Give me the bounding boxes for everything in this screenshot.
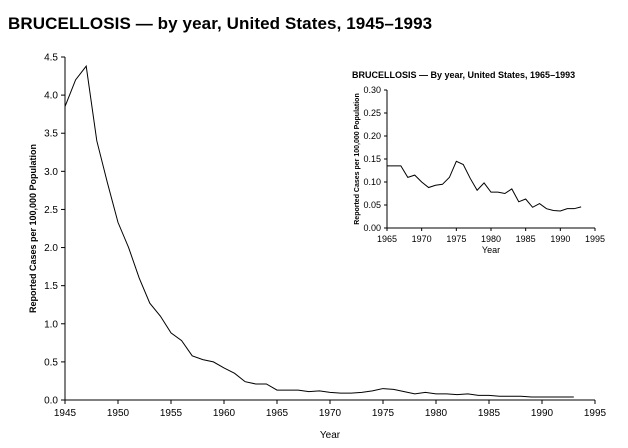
x-tick-label: 1980 — [481, 234, 501, 244]
x-tick-label: 1970 — [412, 234, 432, 244]
y-tick-label: 1.5 — [44, 281, 58, 292]
page-title: BRUCELLOSIS — by year, United States, 19… — [8, 14, 433, 33]
y-tick-label: 1.0 — [44, 319, 58, 330]
main-chart: 0.0 0.5 1.0 1.5 2.0 2.5 3.0 3.5 4.0 4.5 1945 1950 19… — [28, 53, 607, 442]
x-tick-label: 1995 — [584, 408, 607, 419]
series-line — [387, 160, 582, 212]
y-tick-label: 0.5 — [44, 357, 58, 368]
y-tick-label: 0.20 — [363, 131, 381, 141]
y-tick-label: 3.5 — [44, 129, 58, 140]
y-tick-label: 0.30 — [363, 85, 381, 95]
x-tick-label: 1965 — [377, 234, 397, 244]
x-axis-label: Year — [320, 430, 341, 441]
x-tick-label: 1980 — [425, 408, 448, 419]
x-tick-label: 1945 — [54, 408, 77, 419]
y-tick-label: 0.0 — [44, 396, 58, 407]
x-tick-label: 1985 — [478, 408, 501, 419]
x-tick-label: 1950 — [107, 408, 130, 419]
series-line — [64, 64, 574, 398]
x-tick-label: 1965 — [266, 408, 289, 419]
x-tick-label: 1970 — [319, 408, 342, 419]
x-axis-label: Year — [482, 245, 500, 255]
y-tick-label: 0.00 — [363, 223, 381, 233]
x-tick-label: 1990 — [531, 408, 554, 419]
x-tick-label: 1990 — [550, 234, 570, 244]
x-tick-label: 1985 — [516, 234, 536, 244]
x-tick-label: 1975 — [372, 408, 395, 419]
y-tick-label: 0.25 — [363, 108, 381, 118]
y-axis-label: Reported Cases per 100,000 Population — [28, 144, 38, 313]
y-tick-label: 2.0 — [44, 243, 58, 254]
x-tick-label: 1995 — [585, 234, 605, 244]
y-tick-label: 0.05 — [363, 200, 381, 210]
y-tick-label: 0.15 — [363, 154, 381, 164]
x-tick-label: 1975 — [446, 234, 466, 244]
y-tick-label: 4.0 — [44, 91, 58, 102]
y-axis-label: Reported Cases per 100,000 Population — [354, 93, 361, 225]
x-tick-label: 1955 — [160, 408, 183, 419]
x-tick-label: 1960 — [213, 408, 236, 419]
y-tick-label: 2.5 — [44, 205, 58, 216]
y-tick-label: 3.0 — [44, 167, 58, 178]
inset-chart: 0.00 0.05 0.10 0.15 0.20 0.25 0.30 1965 1970 1975… — [352, 70, 605, 255]
y-tick-label: 4.5 — [44, 53, 58, 64]
inset-chart-title: BRUCELLOSIS — By year, United States, 19… — [352, 70, 575, 80]
y-tick-label: 0.10 — [363, 177, 381, 187]
